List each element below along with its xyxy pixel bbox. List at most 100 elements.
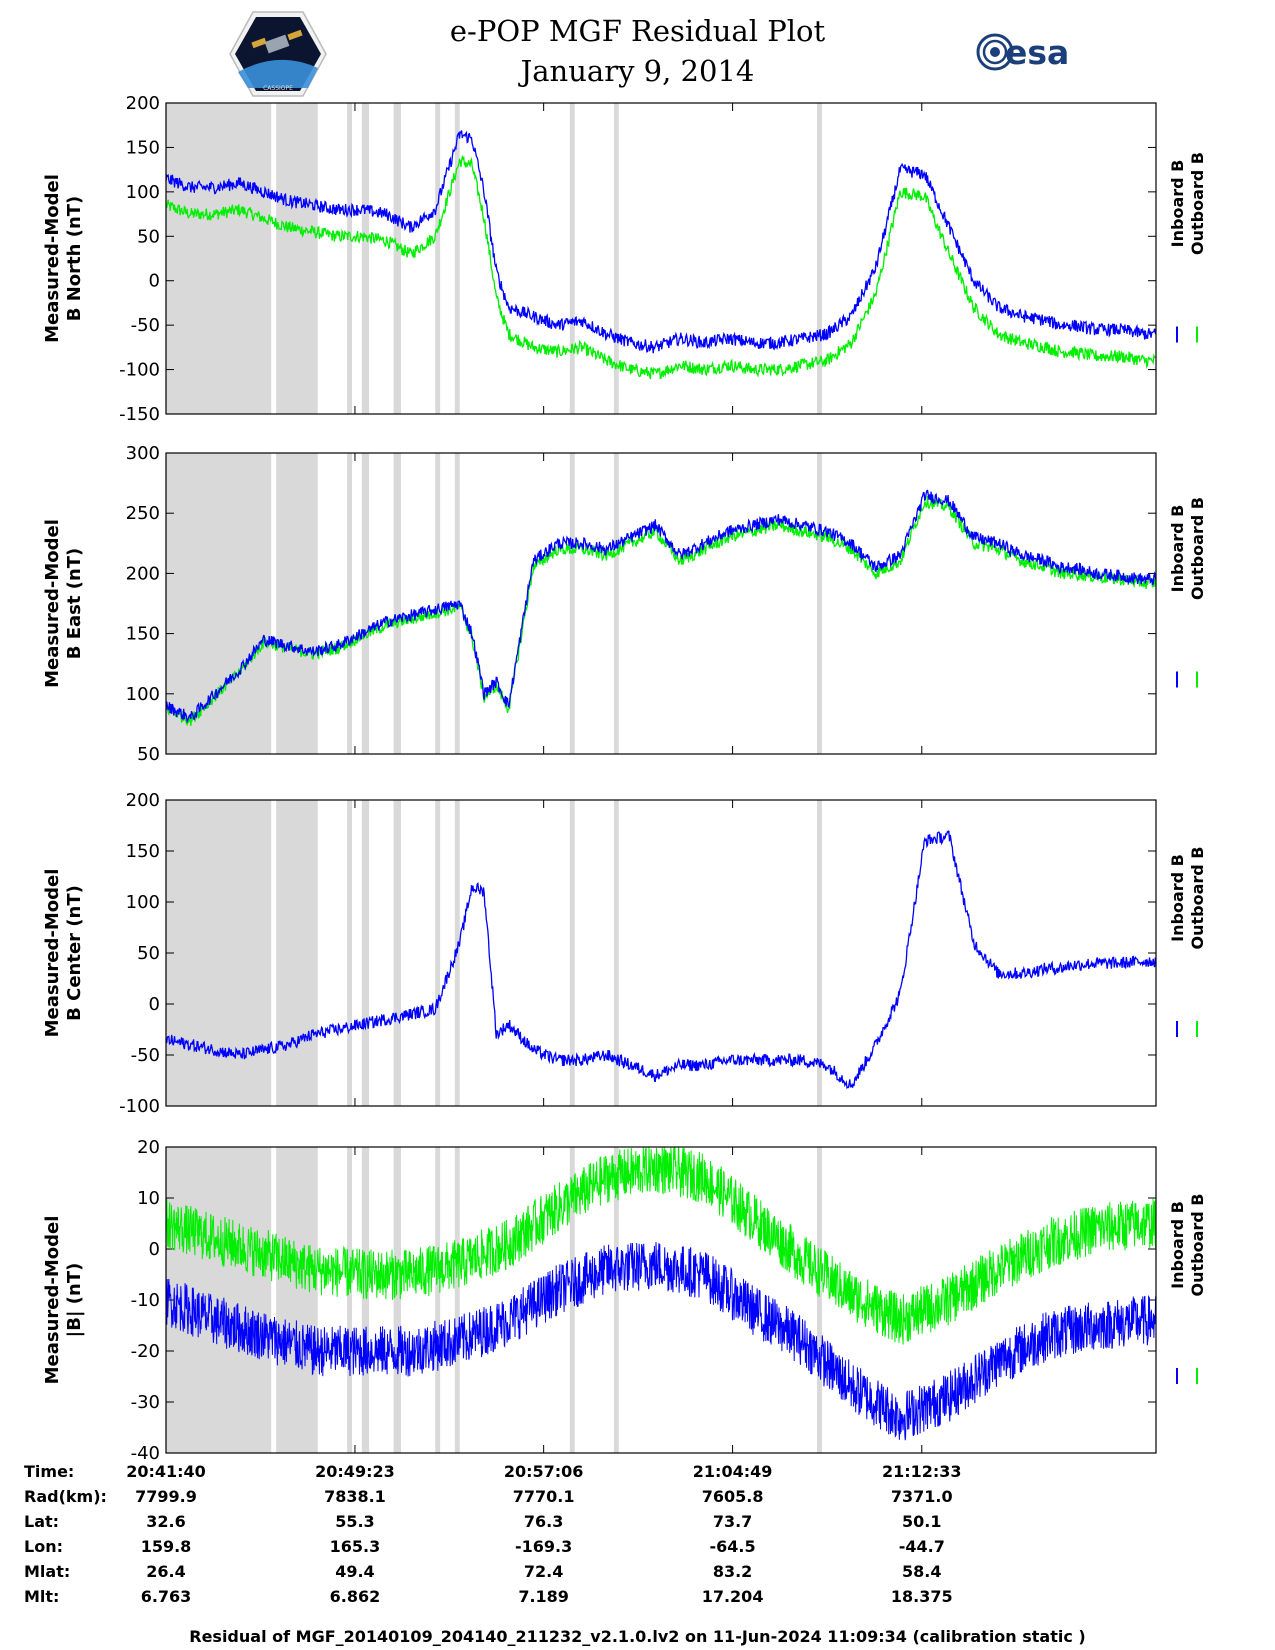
info-value: 83.2 — [712, 1562, 753, 1581]
y-tick-label: 150 — [126, 841, 160, 862]
data-gap-shade — [569, 1147, 575, 1453]
info-value: 7770.1 — [512, 1487, 575, 1506]
data-gap-shade — [347, 800, 353, 1106]
outboard-series-line — [165, 154, 1157, 380]
data-gap-shade — [361, 800, 370, 1106]
y-tick-label: -150 — [119, 404, 160, 425]
y-axis-label: Measured-ModelB East (nT) — [42, 519, 85, 688]
svg-text:esa: esa — [1005, 33, 1069, 72]
info-value: 49.4 — [335, 1562, 375, 1581]
info-value: 20:49:23 — [315, 1462, 395, 1481]
data-gap-shade — [361, 453, 370, 754]
info-row-label: Mlat: — [24, 1562, 71, 1581]
y-tick-label: -40 — [131, 1443, 160, 1464]
data-gap-shade — [393, 800, 401, 1106]
info-value: 21:12:33 — [881, 1462, 962, 1481]
y-tick-label: 200 — [126, 93, 160, 114]
y-tick-label: 200 — [126, 790, 160, 811]
y-tick-label: 0 — [149, 1239, 160, 1260]
data-gap-shade — [613, 800, 619, 1106]
y-axis-label: Measured-Model|B| (nT) — [42, 1216, 85, 1385]
info-value: 7.189 — [518, 1587, 569, 1606]
data-gap-shade — [435, 103, 441, 414]
y-tick-label: -30 — [131, 1392, 160, 1413]
info-value: 159.8 — [140, 1537, 192, 1556]
info-value: 32.6 — [146, 1512, 186, 1531]
data-gap-shade — [166, 1147, 272, 1453]
info-value: 50.1 — [902, 1512, 942, 1531]
plot-title: e-POP MGF Residual Plot — [449, 14, 826, 48]
info-row-label: Time: — [24, 1462, 75, 1481]
y-tick-label: 150 — [126, 137, 160, 158]
y-tick-label: 0 — [149, 994, 160, 1015]
data-gap-shade — [166, 800, 272, 1106]
data-gap-shade — [569, 800, 575, 1106]
chart-panel-3: 200 150 100 50 0 -50 -100 Measured-ModelB Cente… — [42, 790, 1207, 1117]
legend-outboard: Outboard B — [1188, 847, 1207, 950]
info-value: 17.204 — [701, 1587, 764, 1606]
legend-outboard: Outboard B — [1188, 497, 1207, 600]
svg-text:CASSIOPE: CASSIOPE — [263, 85, 293, 92]
info-row-label: Lat: — [24, 1512, 60, 1531]
y-tick-label: 150 — [126, 624, 160, 645]
info-value: -169.3 — [515, 1537, 573, 1556]
y-tick-label: 0 — [149, 271, 160, 292]
data-gap-shade — [613, 453, 619, 754]
info-value: 76.3 — [523, 1512, 564, 1531]
info-value: -44.7 — [898, 1537, 945, 1556]
info-row-label: Mlt: — [24, 1587, 60, 1606]
inboard-series-line — [165, 130, 1157, 354]
plot-frame — [165, 452, 1157, 755]
data-gap-shade — [393, 103, 401, 414]
outboard-series-line — [165, 1146, 1157, 1345]
inboard-series-line — [165, 830, 1157, 1090]
y-tick-label: -50 — [131, 1045, 160, 1066]
data-gap-shade — [817, 103, 822, 414]
info-value: 7371.0 — [890, 1487, 953, 1506]
legend-inboard: Inboard B — [1168, 505, 1187, 593]
chart-panel-2: 300 250 200 150 100 50 Measured-ModelB East (n… — [42, 443, 1207, 765]
data-gap-shade — [276, 800, 318, 1106]
info-value: 73.7 — [712, 1512, 753, 1531]
chart-panel-4: 20 10 0 -10 -20 -30 -40 Measured-Model|B| (nT) I… — [42, 1137, 1207, 1464]
y-tick-label: 50 — [137, 744, 160, 765]
plot-frame — [165, 102, 1157, 415]
data-gap-shade — [361, 103, 370, 414]
data-gap-shade — [347, 453, 353, 754]
plot-date: January 9, 2014 — [520, 54, 755, 88]
footer-caption: Residual of MGF_20140109_204140_211232_v… — [189, 1627, 1086, 1646]
data-gap-shade — [817, 800, 822, 1106]
info-value: 55.3 — [335, 1512, 375, 1531]
info-row-label: Lon: — [24, 1537, 63, 1556]
data-gap-shade — [817, 1147, 822, 1453]
data-gap-shade — [347, 1147, 353, 1453]
info-value: 58.4 — [902, 1562, 942, 1581]
data-gap-shade — [393, 1147, 401, 1453]
info-value: 72.4 — [523, 1562, 564, 1581]
legend-inboard: Inboard B — [1168, 160, 1187, 248]
info-value: 7605.8 — [701, 1487, 764, 1506]
info-row-label: Rad(km): — [24, 1487, 107, 1506]
y-tick-label: 20 — [137, 1137, 160, 1158]
data-gap-shade — [569, 103, 575, 414]
legend-outboard: Outboard B — [1188, 1194, 1207, 1297]
data-gap-shade — [817, 453, 822, 754]
info-value: 18.375 — [890, 1587, 953, 1606]
data-gap-shade — [166, 103, 272, 414]
plot-frame — [165, 799, 1157, 1107]
y-tick-label: 300 — [126, 443, 160, 464]
data-gap-shade — [569, 453, 575, 754]
data-gap-shade — [166, 453, 272, 754]
data-gap-shade — [276, 453, 318, 754]
y-tick-label: 10 — [137, 1188, 160, 1209]
y-axis-label: Measured-ModelB Center (nT) — [42, 869, 85, 1038]
data-gap-shade — [435, 800, 441, 1106]
legend-inboard: Inboard B — [1168, 854, 1187, 942]
y-tick-label: 50 — [137, 943, 160, 964]
info-value: 165.3 — [329, 1537, 381, 1556]
y-tick-label: 100 — [126, 182, 160, 203]
data-gap-shade — [454, 1147, 460, 1453]
data-gap-shade — [347, 103, 353, 414]
orbit-info-table: Time: Rad(km): Lat: Lon: Mlat: Mlt: 20:41:40 77… — [0, 1462, 1275, 1622]
